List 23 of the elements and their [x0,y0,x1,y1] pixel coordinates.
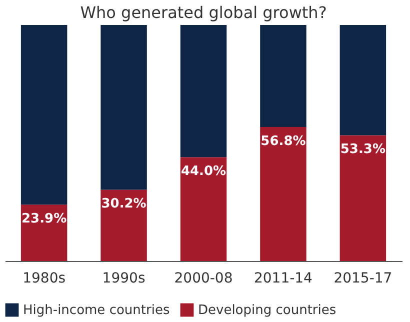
bar [340,135,386,261]
bar [340,25,386,136]
chart-title: Who generated global growth? [80,3,327,22]
bar [100,25,147,190]
x-tick-label: 2000-08 [174,270,233,286]
data-label: 53.3% [340,142,386,158]
data-label: 44.0% [180,164,226,180]
x-tick-label: 2015-17 [334,270,392,286]
legend-label: Developing countries [198,303,336,318]
data-label: 56.8% [260,134,306,149]
x-tick-label: 2011-14 [254,270,313,286]
bar [20,25,68,205]
bar [180,157,227,261]
data-label: 23.9% [22,212,67,227]
legend-label: High-income countries [23,303,170,318]
bar [20,204,68,261]
bar [180,25,227,158]
x-tick-label: 1990s [102,270,146,286]
data-label: 30.2% [101,196,146,212]
x-tick-label: 1980s [22,270,66,286]
bar [100,190,147,261]
bar [260,126,306,261]
bar [260,25,306,127]
